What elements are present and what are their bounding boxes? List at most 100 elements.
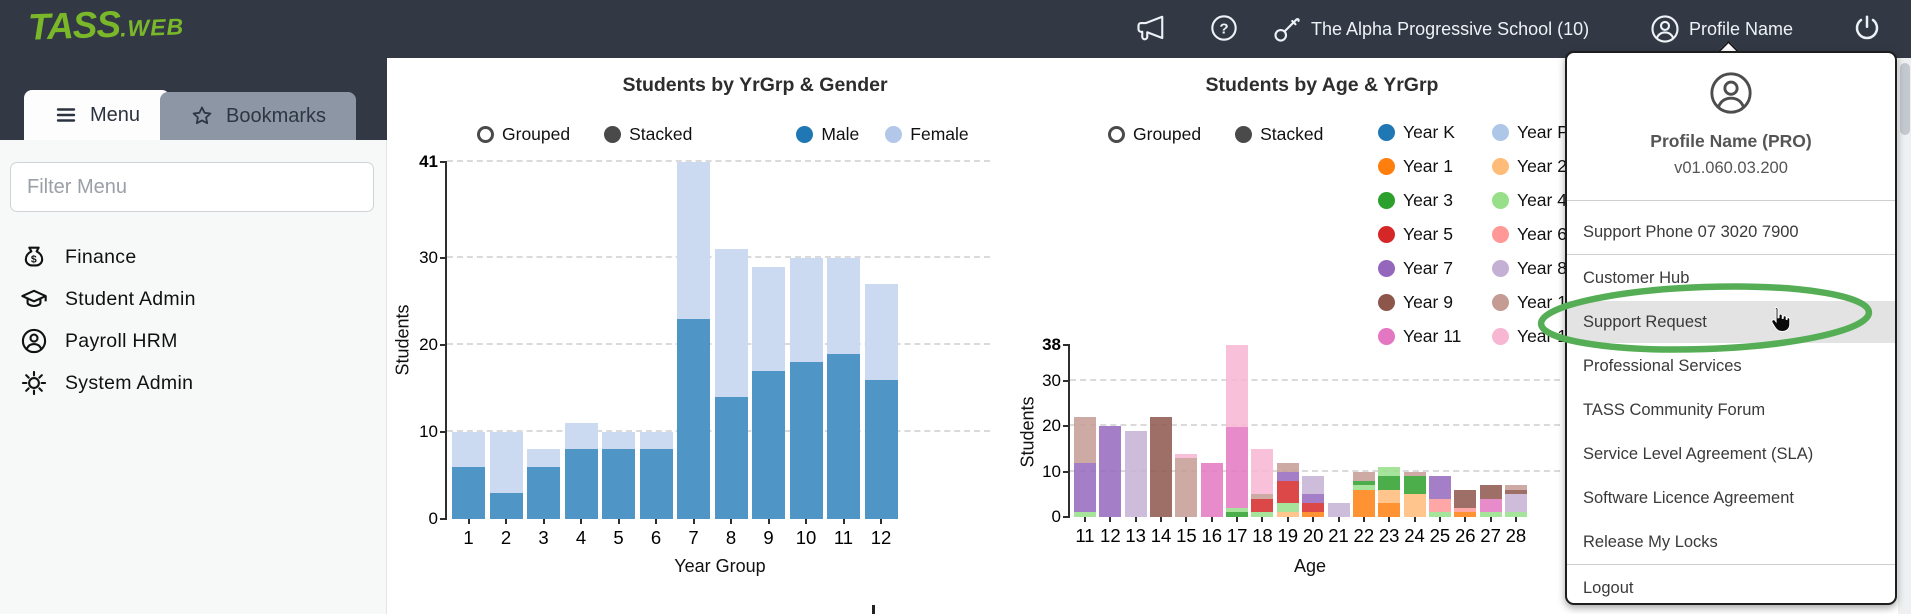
sidebar-item-student-admin[interactable]: Student Admin <box>20 278 376 320</box>
tab-menu[interactable]: Menu <box>24 90 171 140</box>
y-tick-mark <box>440 344 447 346</box>
x-tick-label: 10 <box>795 527 817 548</box>
school-switcher[interactable]: The Alpha Progressive School (10) <box>1272 0 1589 58</box>
legend-label: Year K <box>1403 122 1455 142</box>
legend-dot-icon <box>796 126 814 143</box>
tab-bookmarks[interactable]: Bookmarks <box>160 92 357 140</box>
stacked-bar-11 <box>1074 417 1096 517</box>
stacked-bar-12 <box>864 284 898 519</box>
bar-segment <box>1378 476 1401 490</box>
radio-stacked[interactable]: Stacked <box>604 124 692 145</box>
x-tick-mark <box>692 519 695 524</box>
x-tick-label: 23 <box>1378 525 1400 546</box>
tab-bookmarks-label: Bookmarks <box>226 104 327 127</box>
x-tick-mark <box>617 519 620 524</box>
radio-grouped[interactable]: Grouped <box>1108 124 1201 145</box>
radio-stacked[interactable]: Stacked <box>1235 124 1323 145</box>
bar-segment <box>564 423 598 450</box>
sidebar-item-finance[interactable]: $ Finance <box>20 236 376 278</box>
bar-segment <box>864 379 898 519</box>
legend-item-year-p: Year P <box>1492 122 1606 143</box>
legend-dot-icon <box>1378 192 1395 209</box>
bar-segment <box>1454 512 1477 517</box>
sidebar-item-label: Student Admin <box>65 287 196 310</box>
filter-menu-input[interactable] <box>10 162 374 212</box>
bar-segment <box>1124 431 1147 517</box>
bar-segment <box>1226 426 1249 508</box>
logo-text-main: TASS <box>27 3 121 48</box>
stacked-bar-15 <box>1175 453 1198 517</box>
legend-label: Year 4 <box>1517 190 1567 210</box>
bar-segment <box>1074 462 1096 513</box>
chart2-title: Students by Age & YrGrp <box>1205 74 1439 96</box>
bar-segment <box>1226 507 1249 513</box>
x-tick-mark <box>1286 517 1289 522</box>
legend-label: Year 9 <box>1403 292 1453 312</box>
bar-segment <box>1378 503 1401 517</box>
menu-item-service-level-agreement-sla[interactable]: Service Level Agreement (SLA) <box>1583 444 1814 463</box>
legend-label: Year 1 <box>1403 156 1453 176</box>
bar-segment <box>1276 480 1299 504</box>
megaphone-icon[interactable] <box>1136 13 1166 43</box>
menu-item-tass-community-forum[interactable]: TASS Community Forum <box>1583 400 1766 419</box>
cropped-content-mark <box>872 605 875 614</box>
stacked-bar-4 <box>564 423 598 519</box>
sidebar-item-payroll-hrm[interactable]: Payroll HRM <box>20 320 376 362</box>
x-tick-label: 12 <box>870 527 892 548</box>
legend-dot-icon <box>1492 226 1509 243</box>
bar-segment <box>1302 476 1325 495</box>
menu-item-release-my-locks[interactable]: Release My Locks <box>1583 532 1718 551</box>
bar-segment <box>639 449 673 519</box>
chart2-x-axis-label: Age <box>1293 556 1327 576</box>
menu-item-software-licence-agreement[interactable]: Software Licence Agreement <box>1583 488 1794 507</box>
menu-item-customer-hub[interactable]: Customer Hub <box>1583 268 1690 287</box>
vertical-scrollbar[interactable] <box>1898 58 1911 614</box>
x-tick-label: 1 <box>463 527 474 548</box>
menu-item-support-request[interactable]: Support Request <box>1567 301 1895 343</box>
help-circle-icon[interactable]: ? <box>1210 14 1238 42</box>
profile-menu-trigger[interactable]: Profile Name <box>1650 0 1793 58</box>
sidebar-item-system-admin[interactable]: System Admin <box>20 362 376 404</box>
radio-label: Grouped <box>502 124 571 144</box>
tass-web-logo[interactable]: TASS.web <box>27 3 184 48</box>
app-version-text: v01.060.03.200 <box>1674 159 1788 177</box>
y-tick-label: 38 <box>1042 335 1061 355</box>
bar-segment <box>752 266 785 372</box>
stacked-bar-7 <box>677 162 710 519</box>
bar-segment <box>602 449 635 519</box>
bar-segment <box>1074 512 1096 517</box>
sidebar-item-label: System Admin <box>65 371 194 394</box>
x-tick-label: 26 <box>1454 525 1476 546</box>
stacked-bar-2 <box>489 432 523 519</box>
menu-divider <box>1567 254 1895 255</box>
menu-item-logout[interactable]: Logout <box>1583 578 1634 597</box>
stacked-bar-12 <box>1099 426 1122 517</box>
x-tick-mark <box>1413 517 1416 522</box>
x-tick-mark <box>1489 517 1492 522</box>
x-tick-mark <box>1210 517 1213 522</box>
profile-dropdown-menu: Profile Name (PRO) v01.060.03.200 Suppor… <box>1565 51 1897 605</box>
chart2-plot: 0 10 20 30 38 11 12 13 14 15 16 17 18 19 20 21 22 23 24 25 2… <box>1042 336 1560 546</box>
bar-segment <box>1251 494 1274 499</box>
x-tick-label: 17 <box>1226 525 1248 546</box>
bar-segment <box>1276 471 1299 481</box>
svg-text:?: ? <box>1219 20 1228 37</box>
legend-item-male: Male <box>796 124 859 145</box>
x-tick-label: 7 <box>688 527 699 548</box>
radio-grouped[interactable]: Grouped <box>477 124 570 145</box>
bar-segment <box>789 258 823 363</box>
chart1-y-axis-label: Students <box>392 304 413 376</box>
menu-item-professional-services[interactable]: Professional Services <box>1583 356 1742 375</box>
x-tick-mark <box>655 519 657 524</box>
bar-segment <box>527 466 560 519</box>
x-tick-mark <box>1134 517 1137 522</box>
scrollbar-thumb[interactable] <box>1899 63 1910 135</box>
bar-segment <box>1150 417 1173 517</box>
gear-icon <box>20 369 48 397</box>
legend-dot-icon <box>1492 192 1509 209</box>
x-tick-label: 2 <box>500 527 512 548</box>
x-tick-mark <box>730 519 732 524</box>
legend-label: Year P <box>1517 122 1569 142</box>
power-icon[interactable] <box>1852 13 1882 43</box>
y-tick-label: 30 <box>1042 371 1061 391</box>
